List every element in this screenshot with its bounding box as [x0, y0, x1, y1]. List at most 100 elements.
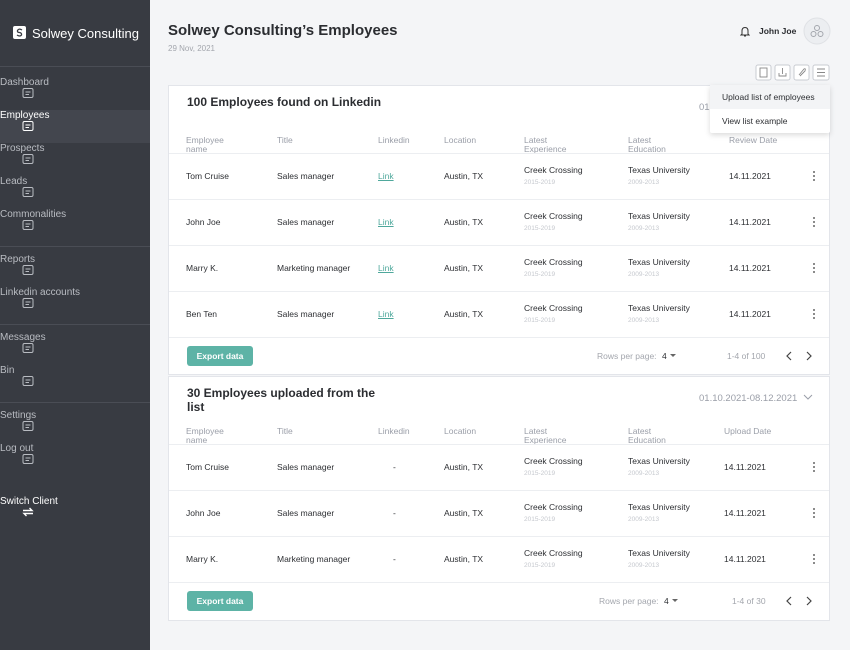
menu-item[interactable]: Upload list of employees	[710, 85, 830, 109]
experience-years: 2015-2019	[524, 179, 556, 186]
nav-item[interactable]: Prospects	[0, 143, 150, 176]
switch-icon	[22, 507, 34, 517]
cell-linkedin: -	[393, 462, 396, 472]
divider	[0, 402, 150, 403]
row-divider	[169, 153, 829, 154]
experience-years: 2015-2019	[524, 225, 556, 232]
nav-item[interactable]: Commonalities	[0, 209, 150, 242]
cell-date: 14.11.2021	[724, 554, 766, 564]
next-page[interactable]	[805, 596, 813, 606]
nav-item[interactable]: Settings	[0, 410, 150, 443]
switch-client[interactable]: Switch Client	[0, 496, 150, 529]
nav-item[interactable]: Employees	[0, 110, 150, 143]
nav-item[interactable]: Messages	[0, 332, 150, 365]
experience-years: 2015-2019	[524, 271, 556, 278]
sidebar: Solwey Consulting Dashboard Employees Pros…	[0, 0, 150, 650]
education-years: 2009-2013	[628, 470, 660, 477]
table-panel: 100 Employees found on Linkedin01.10.202…	[168, 85, 830, 375]
panel-title: 100 Employees found on Linkedin	[187, 95, 382, 109]
nav-icon	[22, 187, 34, 197]
cell-title: Sales manager	[277, 462, 335, 472]
divider	[0, 246, 150, 247]
export-button[interactable]: Export data	[187, 591, 253, 611]
nav-icon	[22, 154, 34, 164]
nav-icon	[22, 265, 34, 275]
cell-location: Austin, TX	[444, 263, 484, 273]
column-header: Linkedin	[378, 426, 410, 436]
row-menu[interactable]	[812, 461, 816, 473]
caret	[672, 599, 678, 602]
cell-education: Texas University	[628, 257, 690, 267]
cell-experience: Creek Crossing	[524, 257, 583, 267]
cell-linkedin[interactable]: Link	[378, 309, 394, 319]
prev-page[interactable]	[785, 351, 793, 361]
nav-item[interactable]: Reports	[0, 254, 150, 287]
cell-education: Texas University	[628, 548, 690, 558]
nav-icon	[22, 88, 34, 98]
nav-label: Prospects	[0, 143, 45, 154]
nav-label: Employees	[0, 110, 50, 121]
education-years: 2009-2013	[628, 562, 660, 569]
row-divider	[169, 337, 829, 338]
nav-icon	[22, 121, 34, 131]
row-menu[interactable]	[812, 262, 816, 274]
cell-title: Marketing manager	[277, 263, 351, 273]
user-name[interactable]: John Joe	[759, 26, 797, 36]
prev-page[interactable]	[785, 596, 793, 606]
nav-item[interactable]: Bin	[0, 365, 150, 398]
export-button[interactable]: Export data	[187, 346, 253, 366]
cell-experience: Creek Crossing	[524, 548, 583, 558]
row-menu[interactable]	[812, 170, 816, 182]
rows-per-page-label: Rows per page:	[597, 351, 657, 361]
row-menu[interactable]	[812, 216, 816, 228]
rows-per-page-value[interactable]: 4	[662, 351, 667, 361]
cell-name: John Joe	[186, 217, 221, 227]
bell-icon[interactable]	[740, 26, 750, 37]
education-years: 2009-2013	[628, 317, 660, 324]
cell-date: 14.11.2021	[729, 309, 771, 319]
caret	[670, 354, 676, 357]
experience-years: 2015-2019	[524, 562, 556, 569]
nav-item[interactable]: Dashboard	[0, 77, 150, 110]
nav-icon	[22, 376, 34, 386]
column-header: Employee name	[186, 135, 224, 154]
nav-label: Settings	[0, 410, 37, 421]
toolbar	[755, 64, 830, 81]
cell-linkedin[interactable]: Link	[378, 263, 394, 273]
date-range[interactable]: 01.10.2021-08.12.2021	[699, 393, 798, 404]
cell-linkedin: -	[393, 554, 396, 564]
column-header: Latest Education	[628, 135, 666, 154]
cell-experience: Creek Crossing	[524, 303, 583, 313]
cell-education: Texas University	[628, 165, 690, 175]
cell-education: Texas University	[628, 211, 690, 221]
cell-education: Texas University	[628, 456, 690, 466]
cell-location: Austin, TX	[444, 554, 484, 564]
cell-date: 14.11.2021	[724, 508, 766, 518]
brand: Solwey Consulting	[32, 26, 139, 41]
rows-per-page-label: Rows per page:	[599, 596, 659, 606]
nav-item[interactable]: Log out	[0, 443, 150, 476]
page-date: 29 Nov, 2021	[168, 44, 215, 53]
nav-label: Messages	[0, 332, 46, 343]
cell-experience: Creek Crossing	[524, 456, 583, 466]
divider	[0, 324, 150, 325]
menu-item[interactable]: View list example	[722, 116, 788, 126]
cell-location: Austin, TX	[444, 462, 484, 472]
cell-location: Austin, TX	[444, 171, 484, 181]
cell-location: Austin, TX	[444, 309, 484, 319]
nav-item[interactable]: Leads	[0, 176, 150, 209]
row-menu[interactable]	[812, 553, 816, 565]
column-header: Review Date	[729, 135, 778, 145]
next-page[interactable]	[805, 351, 813, 361]
cell-linkedin[interactable]: Link	[378, 171, 394, 181]
cell-name: Marry K.	[186, 263, 219, 273]
avatar[interactable]	[803, 17, 831, 45]
column-header: Employee name	[186, 426, 224, 445]
row-menu[interactable]	[812, 308, 816, 320]
nav-item[interactable]: Linkedin accounts	[0, 287, 150, 320]
rows-per-page-value[interactable]: 4	[664, 596, 669, 606]
cell-linkedin[interactable]: Link	[378, 217, 394, 227]
row-menu[interactable]	[812, 507, 816, 519]
cell-date: 14.11.2021	[729, 217, 771, 227]
cell-experience: Creek Crossing	[524, 502, 583, 512]
